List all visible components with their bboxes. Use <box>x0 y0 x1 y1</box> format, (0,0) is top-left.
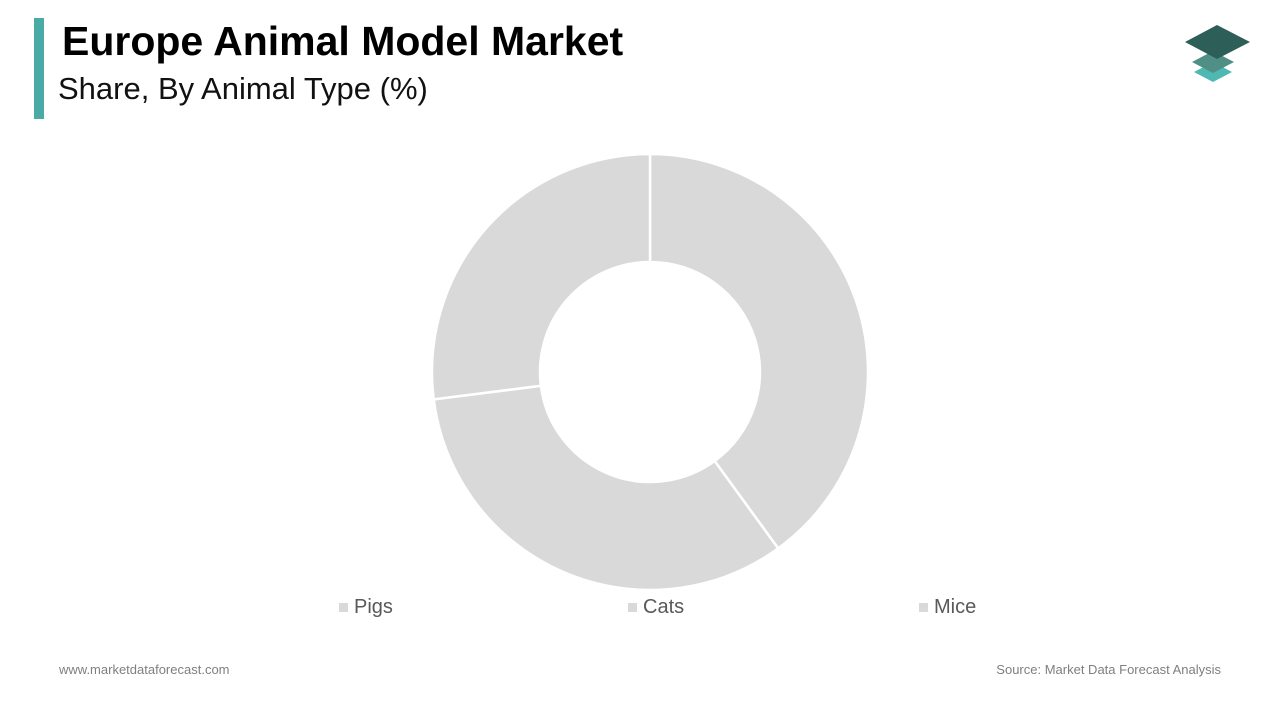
chart-slices <box>430 152 870 592</box>
legend-label-pigs: Pigs <box>354 596 393 618</box>
donut-slice-mice <box>430 152 652 401</box>
page-subtitle: Share, By Animal Type (%) <box>58 71 428 106</box>
legend-swatch-cats <box>628 603 637 612</box>
title-accent-bar <box>34 18 44 119</box>
logo-layer-top <box>1185 25 1250 59</box>
legend-swatch-mice <box>919 603 928 612</box>
stacked-layers-logo-icon <box>1185 25 1250 82</box>
donut-slice-pigs <box>648 152 870 551</box>
donut-slice-cats <box>432 384 780 592</box>
legend-item-cats: Cats <box>628 596 684 619</box>
legend-label-mice: Mice <box>934 596 977 618</box>
legend-item-mice: Mice <box>919 596 976 619</box>
page-title: Europe Animal Model Market <box>62 18 624 64</box>
legend-swatch-pigs <box>339 603 348 612</box>
legend-item-pigs: Pigs <box>339 596 393 619</box>
logo-layer-middle <box>1192 51 1234 73</box>
footer-source: Source: Market Data Forecast Analysis <box>996 662 1221 677</box>
legend-label-cats: Cats <box>643 596 685 618</box>
footer-website: www.marketdataforecast.com <box>59 662 230 677</box>
